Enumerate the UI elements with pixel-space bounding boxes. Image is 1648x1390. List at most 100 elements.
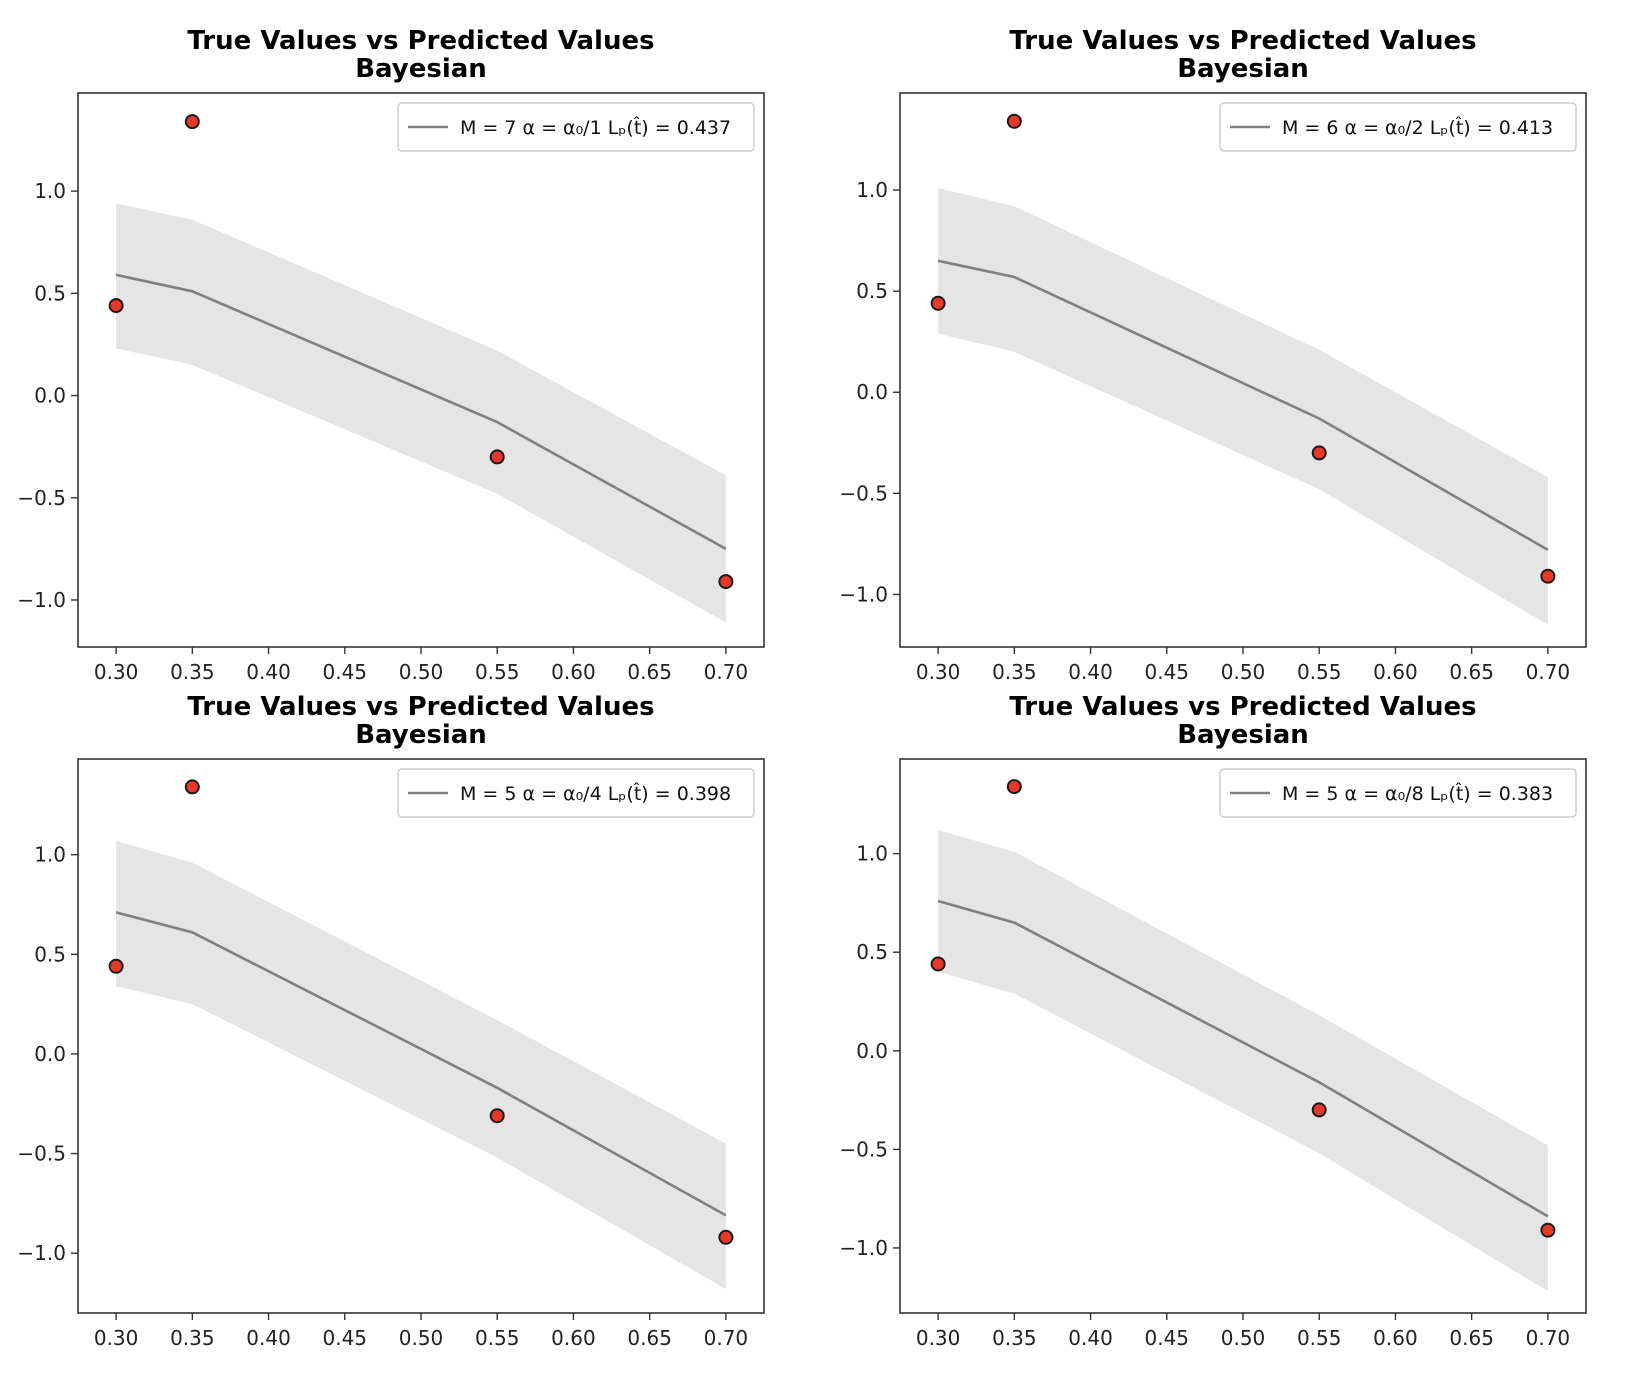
x-tick-label: 0.30 [916, 660, 961, 684]
y-tick-label: 0.0 [34, 384, 66, 408]
legend: M = 5 α = α₀/8 Lₚ(t̂) = 0.383 [1219, 768, 1577, 818]
true-value-point [1540, 1222, 1556, 1238]
y-tick-label: −0.5 [839, 481, 888, 505]
x-tick-label: 0.70 [1526, 660, 1571, 684]
legend-box [397, 102, 755, 152]
x-tick-label: 0.60 [551, 1326, 596, 1350]
legend-box [397, 768, 755, 818]
x-tick-label: 0.35 [170, 1326, 215, 1350]
true-value-point [718, 574, 734, 590]
true-value-point [184, 779, 200, 795]
y-tick-label: 1.0 [856, 178, 888, 202]
x-tick-label: 0.30 [94, 660, 139, 684]
x-tick-label: 0.35 [992, 660, 1037, 684]
y-tick-label: 0.5 [34, 281, 66, 305]
y-tick-label: −0.5 [839, 1137, 888, 1161]
x-tick-label: 0.35 [170, 660, 215, 684]
y-tick-label: 0.5 [34, 942, 66, 966]
x-tick-label: 0.60 [1373, 660, 1418, 684]
x-tick-label: 0.40 [246, 1326, 291, 1350]
x-tick-label: 0.30 [916, 1326, 961, 1350]
x-tick-label: 0.55 [475, 660, 520, 684]
x-tick-label: 0.70 [704, 660, 749, 684]
x-tick-label: 0.65 [627, 660, 672, 684]
true-value-point [1540, 568, 1556, 584]
true-value-point [108, 298, 124, 314]
legend-label: M = 5 α = α₀/8 Lₚ(t̂) = 0.383 [1282, 783, 1553, 805]
x-tick-label: 0.60 [551, 660, 596, 684]
y-tick-label: −1.0 [839, 1236, 888, 1260]
y-tick-label: 0.5 [856, 279, 888, 303]
x-tick-label: 0.65 [627, 1326, 672, 1350]
true-value-point [718, 1229, 734, 1245]
x-tick-label: 0.50 [399, 660, 444, 684]
true-value-point [184, 114, 200, 130]
chart-subtitle: Bayesian [355, 720, 487, 750]
true-value-point [1006, 779, 1022, 795]
prediction-line [937, 899, 1549, 1218]
y-tick-label: 0.5 [856, 940, 888, 964]
confidence-band [116, 203, 726, 623]
legend-box [1219, 768, 1577, 818]
x-tick-label: 0.50 [1221, 1326, 1266, 1350]
y-tick-label: −1.0 [839, 582, 888, 606]
x-tick-label: 0.55 [1297, 660, 1342, 684]
x-tick-label: 0.35 [992, 1326, 1037, 1350]
true-value-point [489, 1108, 505, 1124]
x-tick-label: 0.50 [399, 1326, 444, 1350]
chart-subtitle: Bayesian [1177, 54, 1309, 84]
legend-label: M = 7 α = α₀/1 Lₚ(t̂) = 0.437 [460, 117, 731, 139]
x-tick-label: 0.60 [1373, 1326, 1418, 1350]
legend: M = 7 α = α₀/1 Lₚ(t̂) = 0.437 [397, 102, 755, 152]
x-tick-label: 0.45 [323, 1326, 368, 1350]
x-tick-label: 0.65 [1449, 660, 1494, 684]
confidence-band [116, 840, 726, 1290]
y-tick-label: −1.0 [17, 1241, 66, 1265]
x-tick-label: 0.50 [1221, 660, 1266, 684]
chart-title: True Values vs Predicted Values [1009, 692, 1476, 722]
x-tick-label: 0.70 [1526, 1326, 1571, 1350]
x-tick-label: 0.65 [1449, 1326, 1494, 1350]
chart-title: True Values vs Predicted Values [187, 26, 654, 56]
y-tick-label: −0.5 [17, 486, 66, 510]
y-tick-label: 1.0 [856, 842, 888, 866]
x-tick-label: 0.45 [1145, 1326, 1190, 1350]
chart-subtitle: Bayesian [1177, 720, 1309, 750]
chart-subtitle: Bayesian [355, 54, 487, 84]
true-value-point [930, 956, 946, 972]
y-tick-label: 0.0 [856, 380, 888, 404]
prediction-line [937, 259, 1549, 552]
prediction-line [115, 273, 727, 551]
y-tick-label: −0.5 [17, 1142, 66, 1166]
y-tick-label: 0.0 [34, 1042, 66, 1066]
legend: M = 6 α = α₀/2 Lₚ(t̂) = 0.413 [1219, 102, 1577, 152]
x-tick-label: 0.55 [1297, 1326, 1342, 1350]
chart-title: True Values vs Predicted Values [187, 692, 654, 722]
true-value-point [1006, 113, 1022, 129]
prediction-line [115, 911, 727, 1217]
confidence-band [938, 830, 1548, 1292]
y-tick-label: 0.0 [856, 1039, 888, 1063]
legend: M = 5 α = α₀/4 Lₚ(t̂) = 0.398 [397, 768, 755, 818]
legend-label: M = 6 α = α₀/2 Lₚ(t̂) = 0.413 [1282, 117, 1553, 139]
x-tick-label: 0.30 [94, 1326, 139, 1350]
x-tick-label: 0.40 [1068, 1326, 1113, 1350]
legend-box [1219, 102, 1577, 152]
x-tick-label: 0.45 [1145, 660, 1190, 684]
confidence-band [938, 188, 1548, 625]
legend-label: M = 5 α = α₀/4 Lₚ(t̂) = 0.398 [460, 783, 731, 805]
x-tick-label: 0.40 [1068, 660, 1113, 684]
y-tick-label: 1.0 [34, 843, 66, 867]
chart-title: True Values vs Predicted Values [1009, 26, 1476, 56]
y-tick-label: −1.0 [17, 588, 66, 612]
x-tick-label: 0.55 [475, 1326, 520, 1350]
y-tick-label: 1.0 [34, 179, 66, 203]
x-tick-label: 0.40 [246, 660, 291, 684]
true-value-point [1311, 1102, 1327, 1118]
x-tick-label: 0.70 [704, 1326, 749, 1350]
